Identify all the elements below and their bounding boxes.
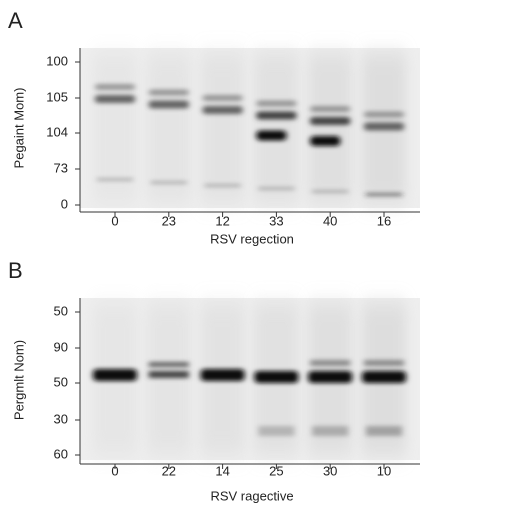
band [310,106,351,112]
band [97,178,133,181]
panel-label: A [8,8,23,33]
y-axis-title: Pergmlt Nom) [11,340,26,420]
smear [308,53,353,203]
band [310,136,341,146]
band [366,426,402,436]
band [258,426,295,436]
panel-label: B [8,258,23,283]
x-tick-label: 16 [377,213,391,228]
band [362,371,406,383]
band [310,117,351,125]
band [256,100,297,107]
band [200,369,245,381]
x-tick-label: 0 [111,213,118,228]
panel: B 50 90 50 30 60 0 22 14 25 30 10 Pergmlt Nom) RSV ra… [8,258,420,503]
band [95,84,135,90]
bands [93,303,406,455]
band [364,360,404,366]
band [310,360,351,366]
band [93,369,137,381]
x-tick-label: 25 [269,463,283,478]
x-tick-label: 0 [111,463,118,478]
x-tick-label: 33 [269,213,283,228]
band [148,89,189,96]
smear [146,303,191,455]
band [312,426,349,436]
y-tick-label: 60 [54,446,68,461]
band [258,187,295,190]
band [256,130,287,141]
panel: A 100 105 104 73 0 0 23 12 33 40 16 Pegaint Mom) RSV … [8,8,420,246]
band [148,362,189,367]
x-tick-label: 22 [162,463,176,478]
band [308,371,353,383]
band [202,106,243,114]
band [366,193,402,196]
x-tick-label: 40 [323,213,337,228]
y-tick-label: 73 [54,160,68,175]
band [204,184,241,187]
smear [200,53,245,203]
y-tick-label: 0 [61,196,68,211]
band [150,181,187,184]
y-tick-label: 50 [54,374,68,389]
band [364,122,404,131]
bands [93,53,406,203]
y-tick-label: 90 [54,339,68,354]
smear [146,53,191,203]
smear [254,53,299,203]
band [202,95,243,101]
x-tick-label: 10 [377,463,391,478]
band [148,371,189,378]
band [256,111,297,120]
band [312,190,349,193]
band [254,371,299,383]
band [148,100,189,109]
y-tick-label: 30 [54,411,68,426]
y-tick-label: 100 [46,53,68,68]
x-tick-label: 12 [215,213,229,228]
band [364,111,404,118]
y-tick-label: 104 [46,124,68,139]
x-tick-label: 14 [215,463,229,478]
x-tick-label: 30 [323,463,337,478]
band [95,95,135,103]
y-tick-label: 105 [46,89,68,104]
x-tick-label: 23 [162,213,176,228]
y-axis-title: Pegaint Mom) [11,88,26,169]
x-axis-title: RSV regection [210,231,294,246]
y-tick-label: 50 [54,303,68,318]
x-axis-title: RSV ragective [210,488,293,503]
